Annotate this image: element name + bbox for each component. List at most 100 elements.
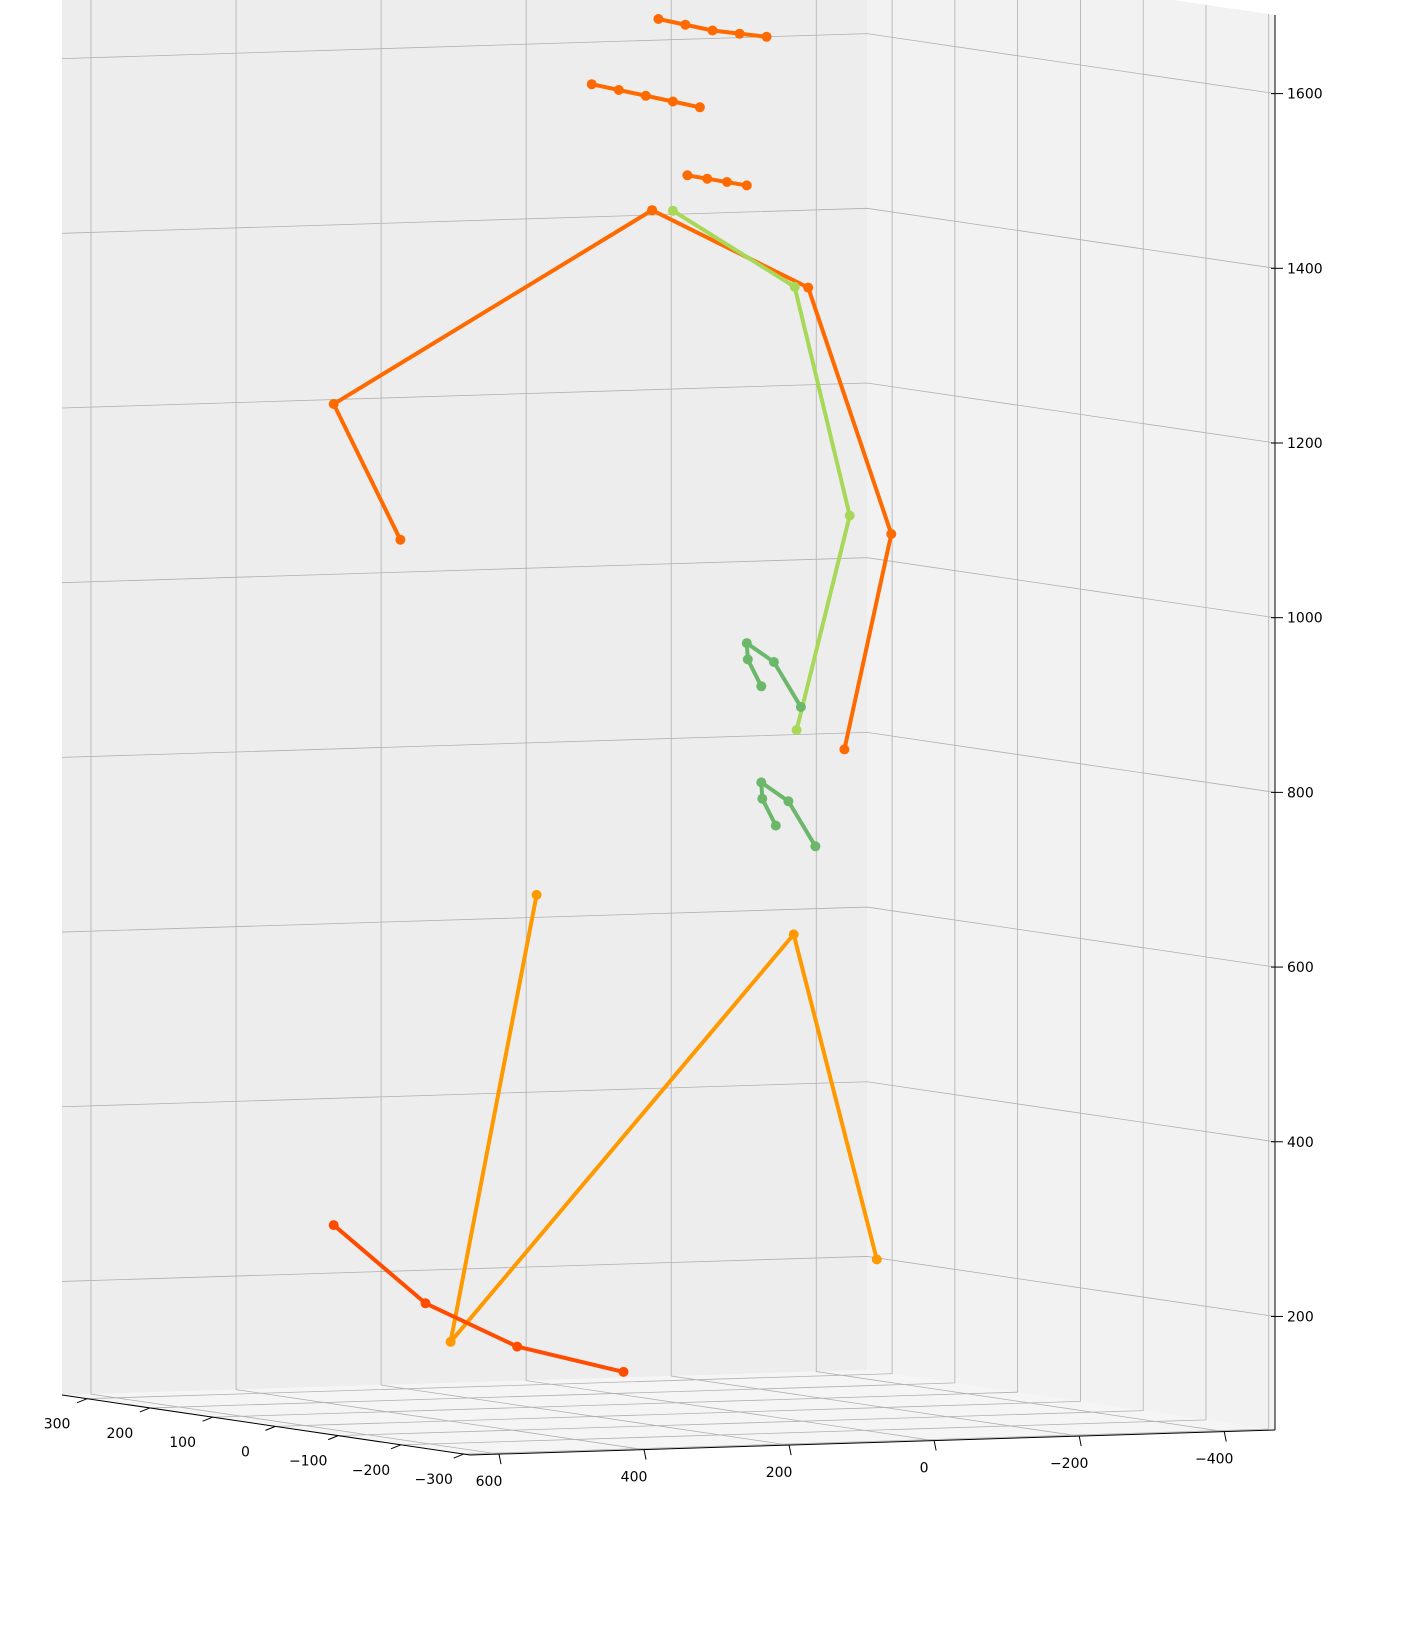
data-point — [742, 654, 753, 665]
data-point — [770, 820, 781, 831]
x-tick-label: −300 — [414, 1472, 452, 1488]
gridline-x — [212, 0, 1019, 1418]
data-point — [531, 889, 542, 900]
gridline-z — [61, 557, 1276, 619]
y-tick-mark — [788, 1444, 792, 1456]
gridline-y — [235, 0, 645, 1450]
gridline-z — [61, 906, 1276, 968]
data-point — [783, 796, 794, 807]
data-point — [328, 399, 339, 409]
pane-floor — [62, 1370, 1275, 1455]
gridline-z — [61, 1256, 1276, 1317]
z-tick-label: 200 — [1287, 1309, 1314, 1325]
x-tick-mark — [453, 1453, 464, 1459]
data-point — [791, 725, 802, 735]
data-point — [618, 1366, 629, 1377]
gridline-y — [525, 0, 935, 1441]
gridline-x — [463, 14, 1270, 1455]
z-tick-label: 600 — [1287, 960, 1314, 976]
data-point — [844, 510, 855, 521]
x-tick-label: 300 — [44, 1417, 71, 1433]
x-tick-mark — [327, 1435, 339, 1441]
gridline-z — [61, 731, 1276, 793]
data-point — [789, 281, 800, 292]
gridline-z — [61, 33, 1276, 95]
data-point — [839, 744, 850, 755]
series-line — [650, 208, 894, 752]
gridline-z — [61, 382, 1276, 444]
gridline-x — [149, 0, 956, 1409]
z-tick-label: 1600 — [1287, 87, 1323, 103]
data-point — [810, 841, 821, 852]
data-point — [395, 534, 406, 545]
x-tick-mark — [139, 1407, 151, 1413]
data-point — [613, 85, 624, 95]
data-point — [768, 657, 779, 667]
data-point — [803, 282, 814, 293]
data-point — [653, 14, 664, 24]
x-axis-spine — [61, 1394, 471, 1456]
y-tick-mark — [498, 1454, 502, 1465]
data-point — [420, 1298, 431, 1309]
data-point — [680, 19, 691, 30]
y-tick-label: 400 — [621, 1470, 648, 1486]
x-tick-label: 100 — [169, 1435, 196, 1451]
data-point — [871, 1254, 882, 1265]
x-tick-mark — [390, 1444, 402, 1450]
z-tick-label: 1000 — [1287, 611, 1323, 627]
x-tick-label: 0 — [241, 1444, 250, 1460]
data-point — [694, 102, 705, 113]
data-point — [682, 170, 693, 181]
data-point — [702, 173, 713, 184]
series-line — [685, 173, 749, 188]
x-tick-mark — [202, 1416, 213, 1422]
y-tick-label: 0 — [920, 1461, 929, 1477]
data-point — [328, 1220, 339, 1231]
data-point — [667, 96, 678, 107]
gridline-x — [275, 0, 1081, 1427]
y-tick-mark — [643, 1449, 647, 1460]
x-tick-label: −200 — [352, 1463, 390, 1479]
y-tick-label: −400 — [1195, 1452, 1233, 1468]
series-line — [670, 208, 852, 733]
data-point — [741, 180, 752, 191]
data-point — [722, 177, 732, 187]
series-line — [331, 1223, 626, 1374]
gridline-x — [400, 4, 1207, 1446]
series-points — [328, 14, 897, 1377]
z-tick-label: 1200 — [1287, 436, 1323, 452]
data-point — [586, 79, 597, 90]
gridline-y — [380, 0, 790, 1446]
data-point — [795, 702, 806, 712]
z-tick-label: 400 — [1287, 1135, 1314, 1151]
x-tick-label: 200 — [107, 1426, 134, 1442]
y-tick-mark — [933, 1440, 937, 1451]
y-axis-spine — [469, 1429, 1276, 1456]
x-tick-mark — [76, 1398, 88, 1404]
gridline-z — [61, 207, 1276, 269]
y-tick-label: 600 — [476, 1474, 503, 1490]
data-point — [445, 1336, 456, 1347]
y-tick-mark — [1223, 1431, 1227, 1442]
z-tick-label: 1400 — [1287, 261, 1323, 277]
axes-spines — [61, 15, 1276, 1456]
data-point — [512, 1341, 523, 1352]
z-tick-label: 800 — [1287, 785, 1314, 801]
x-tick-label: −100 — [289, 1454, 327, 1470]
pane-back-x — [867, 0, 1275, 1430]
data-point — [756, 777, 767, 788]
gridline-y — [815, 0, 1225, 1432]
data-point — [707, 25, 718, 36]
data-point — [788, 929, 799, 940]
data-point — [741, 638, 752, 649]
grid-lines — [61, 0, 1276, 1455]
axes-panes — [62, 0, 1275, 1455]
data-point — [734, 28, 745, 39]
data-point — [756, 681, 767, 692]
gridline-z — [61, 1081, 1276, 1143]
gridline-x — [338, 0, 1144, 1437]
data-point — [640, 90, 651, 101]
data-point — [886, 529, 897, 539]
